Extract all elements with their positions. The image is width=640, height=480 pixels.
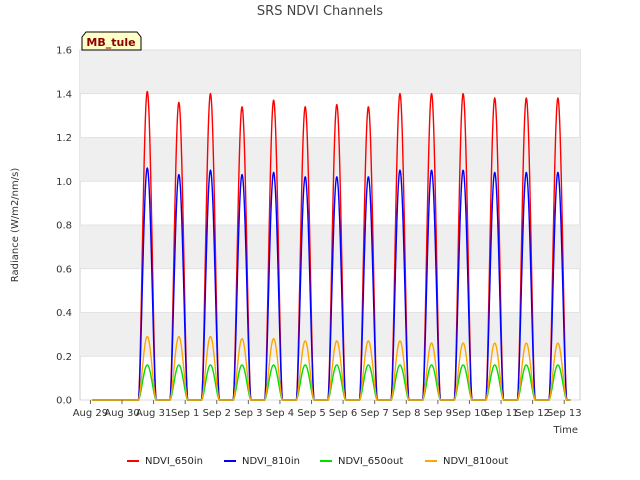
y-tick-label: 0.0 xyxy=(56,396,72,407)
y-tick-label: 0.4 xyxy=(56,308,72,319)
y-tick-label: 1.4 xyxy=(56,89,72,100)
station-label: MB_tule xyxy=(81,31,142,51)
x-tick-label: Sep 3 xyxy=(234,408,262,419)
x-tick-label: Sep 13 xyxy=(547,408,582,419)
y-tick-label: 0.6 xyxy=(56,264,72,275)
grid-band xyxy=(80,225,580,269)
x-tick-label: Aug 29 xyxy=(73,408,108,419)
series-line-NDVI_810in xyxy=(92,167,571,401)
legend-label: NDVI_810out xyxy=(443,456,508,467)
station-label-text: MB_tule xyxy=(86,36,135,49)
grid-band xyxy=(80,50,580,94)
y-tick-label: 1.2 xyxy=(56,133,72,144)
y-tick-label: 0.2 xyxy=(56,352,72,363)
x-tick-label: Aug 31 xyxy=(136,408,171,419)
y-tick-label: 1.0 xyxy=(56,177,72,188)
x-tick-label: Sep 8 xyxy=(392,408,420,419)
legend-label: NDVI_650in xyxy=(145,456,203,467)
y-axis: 0.0 0.2 0.4 0.6 0.8 1.0 1.2 1.4 1.6 xyxy=(56,46,72,407)
x-tick-label: Sep 5 xyxy=(297,408,325,419)
x-tick-label: Sep 4 xyxy=(266,408,294,419)
legend-label: NDVI_810in xyxy=(242,456,300,467)
series-lines xyxy=(92,90,571,401)
x-tick-label: Sep 11 xyxy=(484,408,519,419)
grid-band xyxy=(80,137,580,182)
x-tick-label: Sep 2 xyxy=(203,408,231,419)
chart-title: SRS NDVI Channels xyxy=(257,4,383,19)
series-line-NDVI_810out xyxy=(92,335,571,401)
x-tick-label: Sep 1 xyxy=(171,408,199,419)
x-tick-label: Sep 6 xyxy=(329,408,357,419)
x-tick-label: Sep 10 xyxy=(452,408,487,419)
x-tick-label: Sep 7 xyxy=(360,408,388,419)
x-tick-label: Aug 30 xyxy=(104,408,139,419)
legend: NDVI_650in NDVI_810in NDVI_650out NDVI_810o… xyxy=(127,456,508,467)
legend-label: NDVI_650out xyxy=(338,456,403,467)
x-tick-label: Sep 12 xyxy=(515,408,550,419)
x-tick-label: Sep 9 xyxy=(424,408,452,419)
x-axis-label: Time xyxy=(553,425,578,436)
y-axis-label: Radiance (W/m2/nm/s) xyxy=(10,168,21,283)
y-tick-label: 0.8 xyxy=(56,221,72,232)
y-tick-label: 1.6 xyxy=(56,46,72,57)
